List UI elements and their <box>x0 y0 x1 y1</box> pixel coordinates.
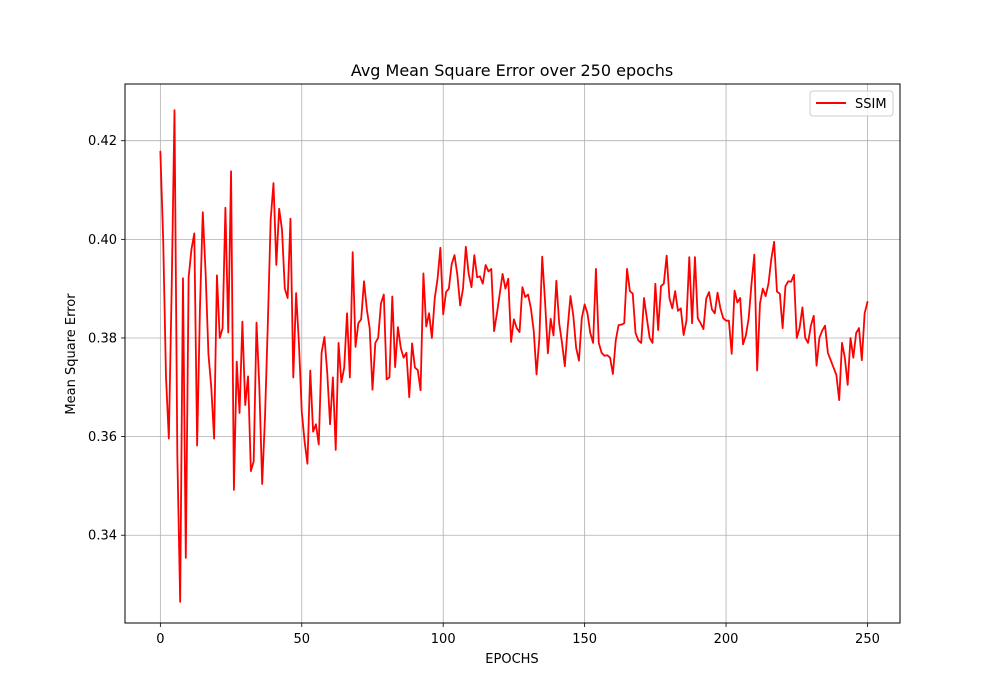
plot-area <box>159 109 869 603</box>
x-tick-label: 200 <box>714 632 739 647</box>
legend-box <box>809 90 894 117</box>
y-tick-label: 0.38 <box>88 331 117 346</box>
x-axis-label: EPOCHS <box>485 652 538 667</box>
legend: SSIM <box>809 90 894 117</box>
y-tick-label: 0.36 <box>88 430 117 445</box>
y-tick-label: 0.40 <box>88 233 117 248</box>
y-tick-label: 0.34 <box>88 529 117 544</box>
x-tick-label: 250 <box>855 632 880 647</box>
legend-label-ssim: SSIM <box>855 97 887 112</box>
axis-ticks: 0 50 100 150 200 250 0.34 0.36 0.38 0.40 0.42 <box>88 134 880 647</box>
x-tick-label: 150 <box>572 632 597 647</box>
x-tick-label: 100 <box>431 632 456 647</box>
y-tick-label: 0.42 <box>88 134 117 149</box>
chart-title: Avg Mean Square Error over 250 epochs <box>351 61 673 80</box>
grid-lines <box>125 84 900 623</box>
y-axis-label: Mean Square Error <box>64 293 79 415</box>
x-tick-label: 50 <box>294 632 311 647</box>
plot-frame <box>124 83 901 624</box>
series-line-ssim <box>159 109 869 603</box>
x-tick-label: 0 <box>156 632 164 647</box>
